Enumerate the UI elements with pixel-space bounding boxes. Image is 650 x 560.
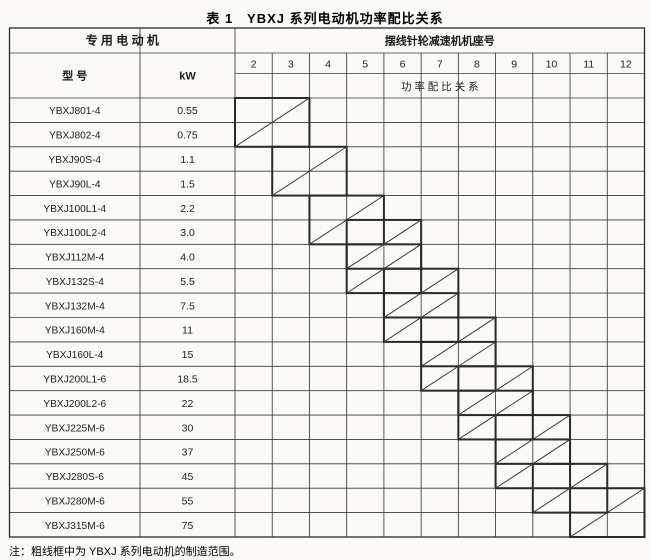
svg-text:型 号: 型 号 [62,69,87,83]
svg-text:YBXJ280M-6: YBXJ280M-6 [45,496,105,507]
svg-text:YBXJ315M-6: YBXJ315M-6 [45,521,105,532]
svg-text:YBXJ100L2-4: YBXJ100L2-4 [43,228,106,239]
svg-text:YBXJ100L1-4: YBXJ100L1-4 [43,204,106,215]
svg-text:18.5: 18.5 [177,373,198,385]
svg-text:专 用 电 动 机: 专 用 电 动 机 [86,33,159,48]
svg-text:22: 22 [182,398,194,410]
svg-text:2: 2 [251,58,257,70]
svg-text:15: 15 [182,349,194,361]
svg-text:11: 11 [583,58,594,70]
svg-text:YBXJ801-4: YBXJ801-4 [49,106,101,117]
svg-text:功 率 配 比 关 系: 功 率 配 比 关 系 [401,80,479,93]
svg-text:5: 5 [362,58,368,70]
svg-text:YBXJ112M-4: YBXJ112M-4 [45,253,105,264]
svg-text:2.2: 2.2 [180,203,195,215]
svg-text:YBXJ250M-6: YBXJ250M-6 [45,448,105,459]
svg-text:YBXJ802-4: YBXJ802-4 [49,131,101,142]
svg-text:37: 37 [182,447,194,459]
svg-text:YBXJ200L2-6: YBXJ200L2-6 [43,399,106,410]
svg-text:6: 6 [400,58,406,70]
svg-text:4: 4 [325,58,331,70]
svg-text:8: 8 [474,58,480,70]
svg-text:摆线针轮减速机机座号: 摆线针轮减速机机座号 [385,34,495,48]
svg-text:1.1: 1.1 [180,154,195,166]
svg-text:7: 7 [437,58,443,70]
svg-text:3.0: 3.0 [180,227,195,239]
svg-text:YBXJ160M-4: YBXJ160M-4 [45,326,105,337]
svg-text:kW: kW [179,71,196,83]
svg-text:YBXJ225M-6: YBXJ225M-6 [45,423,105,434]
svg-text:YBXJ90L-4: YBXJ90L-4 [49,179,101,190]
svg-text:1.5: 1.5 [180,178,195,190]
svg-text:YBXJ280S-6: YBXJ280S-6 [46,472,105,483]
svg-text:10: 10 [546,58,558,70]
svg-text:0.75: 0.75 [177,130,198,142]
svg-text:9: 9 [511,58,517,70]
svg-text:3: 3 [288,58,294,70]
svg-text:YBXJ132M-4: YBXJ132M-4 [45,301,105,312]
svg-text:YBXJ132S-4: YBXJ132S-4 [46,277,105,288]
svg-text:7.5: 7.5 [180,300,195,312]
svg-text:YBXJ90S-4: YBXJ90S-4 [48,155,101,166]
svg-text:11: 11 [182,325,193,337]
svg-text:4.0: 4.0 [180,252,195,264]
svg-text:55: 55 [182,495,194,507]
svg-text:YBXJ200L1-6: YBXJ200L1-6 [43,374,106,385]
svg-text:75: 75 [182,520,194,532]
svg-text:12: 12 [620,58,632,70]
svg-text:5.5: 5.5 [180,276,195,288]
svg-text:0.55: 0.55 [177,105,198,117]
svg-text:YBXJ160L-4: YBXJ160L-4 [46,350,104,361]
svg-text:30: 30 [182,422,194,434]
svg-text:45: 45 [182,471,194,483]
